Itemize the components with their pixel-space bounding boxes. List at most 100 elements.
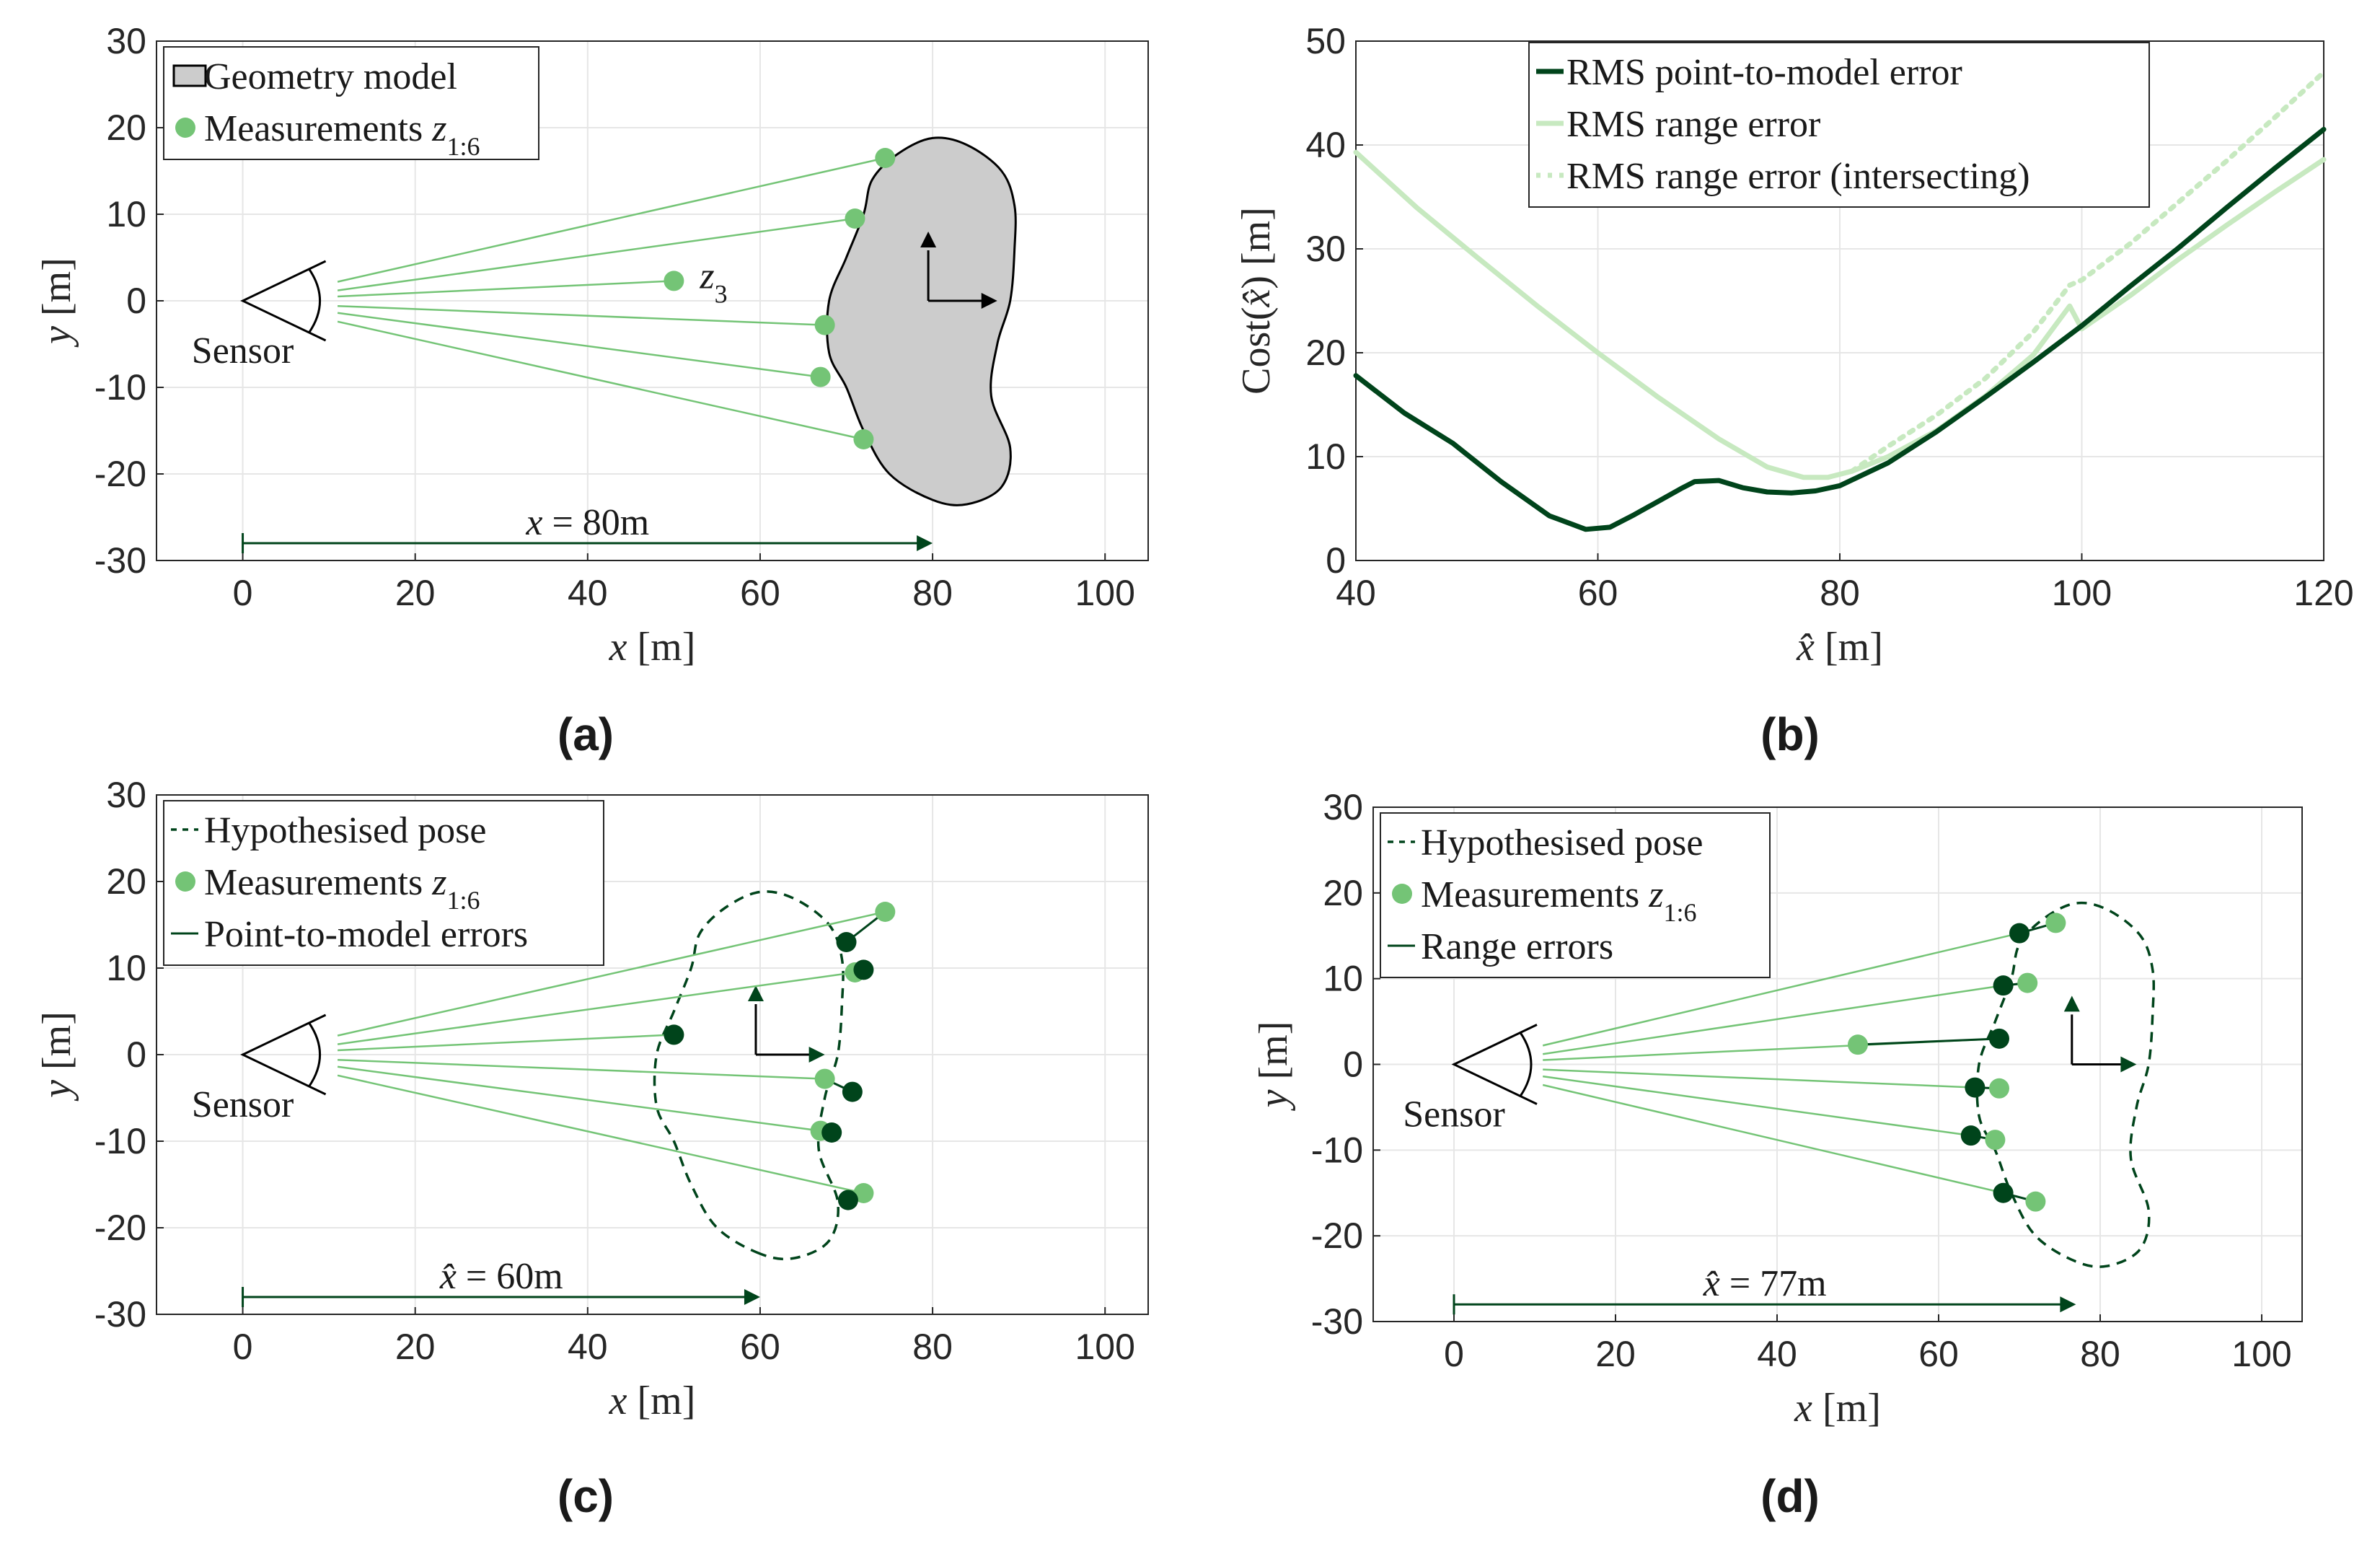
sensor-ray-c-4 [337, 1065, 821, 1132]
measurement-point-a-0 [875, 148, 896, 168]
measurement-point-d-0 [2045, 913, 2066, 933]
panel-d: (d) [1760, 1470, 1820, 1522]
xtick-label-a-4: 80 [912, 573, 953, 613]
series-line-0 [1353, 126, 2327, 532]
xlabel-a: x [m] [609, 625, 696, 669]
measurement-point-c-0 [875, 902, 896, 922]
sensor-label: Sensor [192, 1084, 294, 1125]
measurement-point-d-3 [1989, 1078, 2009, 1099]
xtick-label-b-3: 100 [2052, 573, 2112, 613]
ytick-label-d-1: 20 [1323, 873, 1363, 913]
xtick-label-a-1: 20 [395, 573, 436, 613]
distance-arrow-head [744, 1289, 760, 1305]
z3-label: z3 [699, 255, 727, 308]
xlabel-b: x̂ [m] [1796, 625, 1883, 669]
measurement-point-d-4 [1985, 1130, 2006, 1151]
distance-label: x̂ = 60m [439, 1256, 563, 1297]
sensor-ray-c-3 [338, 1058, 825, 1080]
legend-swatch-measurement-c [175, 871, 195, 892]
legend-entry-c-1: Measurements z1:6 [204, 862, 480, 915]
ytick-label-b-1: 40 [1305, 125, 1346, 165]
distance-label: x = 80m [525, 502, 649, 543]
sensor-ray-d-0 [1542, 932, 2020, 1047]
measurement-point-d-1 [2017, 972, 2038, 993]
hypothesised-pose-outline [653, 890, 845, 1261]
legend-entry-c-2: Point-to-model errors [204, 914, 528, 955]
ytick-label-d-5: -20 [1311, 1216, 1363, 1256]
ytick-label-c-0: 30 [106, 775, 146, 815]
panel-label-b: (b) [1760, 708, 1820, 760]
xtick-label-b-4: 120 [2293, 573, 2353, 613]
xtick-label-b-0: 40 [1336, 573, 1376, 613]
sensor-ray-c-5 [337, 1074, 864, 1195]
xlabel-d: x [m] [1794, 1386, 1881, 1430]
geometry-model-shape [826, 136, 1017, 506]
measurement-point-a-3 [814, 315, 835, 335]
error-segment-d-2 [1857, 1037, 2000, 1046]
model-point-d-4 [1960, 1125, 1981, 1146]
model-point-c-4 [821, 1122, 842, 1143]
xtick-label-d-1: 20 [1595, 1334, 1636, 1374]
xtick-label-a-2: 40 [568, 573, 608, 613]
xtick-label-c-4: 80 [912, 1327, 953, 1367]
ytick-label-b-4: 10 [1305, 436, 1346, 477]
distance-label: x̂ = 77m [1703, 1263, 1827, 1304]
model-point-c-5 [837, 1190, 858, 1210]
ytick-label-d-2: 10 [1323, 959, 1363, 999]
sensor-ray-a-4 [337, 312, 821, 378]
sensor-eye-icon [240, 260, 327, 342]
sensor-lens-icon [308, 268, 321, 333]
model-point-c-0 [836, 932, 857, 952]
ytick-label-d-0: 30 [1323, 787, 1363, 827]
legend-swatch-geometry [172, 64, 207, 87]
sensor-ray-a-0 [337, 157, 886, 283]
xtick-label-d-2: 40 [1757, 1334, 1797, 1374]
ylabel-c: y [m] [35, 1011, 79, 1102]
distance-arrow-head [917, 535, 933, 551]
legend-entry-d-1: Measurements z1:6 [1421, 874, 1697, 927]
legend-swatch-measurement-d [1392, 884, 1412, 904]
ytick-label-a-4: -10 [94, 367, 146, 408]
legend-entry-d-2: Range errors [1421, 926, 1613, 967]
series-line-1 [1353, 149, 2327, 480]
xtick-label-b-1: 60 [1578, 573, 1618, 613]
ytick-label-a-5: -20 [94, 454, 146, 494]
xtick-label-c-2: 40 [568, 1327, 608, 1367]
sensor-ray-d-4 [1543, 1075, 1971, 1137]
xtick-label-c-5: 100 [1075, 1327, 1134, 1367]
ytick-label-d-3: 0 [1343, 1045, 1363, 1085]
ytick-label-a-6: -30 [94, 540, 146, 581]
measurement-point-a-5 [853, 429, 874, 449]
xtick-label-d-3: 60 [1918, 1334, 1959, 1374]
pose-arrow-x [2120, 1056, 2137, 1073]
ytick-label-c-1: 20 [106, 861, 146, 902]
pose-arrow-x [808, 1047, 825, 1063]
xlabel-c: x [m] [609, 1379, 696, 1423]
sensor-lens-icon [1519, 1032, 1533, 1097]
measurement-point-c-5 [853, 1183, 874, 1203]
sensor-ray-a-1 [337, 217, 855, 291]
pose-arrow-y [920, 232, 937, 247]
xtick-label-a-5: 100 [1075, 573, 1134, 613]
xtick-label-d-4: 80 [2080, 1334, 2120, 1374]
sensor-ray-d-1 [1543, 984, 2004, 1055]
sensor-ray-a-5 [337, 320, 864, 441]
pose-arrow-y [747, 985, 764, 1001]
sensor-ray-c-1 [337, 971, 855, 1045]
legend-swatch-measurement-a [175, 118, 195, 138]
sensor-eye-icon [1451, 1024, 1538, 1105]
distance-arrow-head [2060, 1296, 2076, 1313]
ytick-label-a-3: 0 [126, 281, 146, 321]
measurement-point-c-3 [814, 1068, 835, 1089]
xtick-label-a-0: 0 [233, 573, 253, 613]
ytick-label-c-3: 0 [126, 1034, 146, 1075]
legend-box-b [1528, 42, 2150, 208]
panel-c: (c) [557, 1470, 614, 1522]
ylabel-b: Cost(x̂) [m] [1234, 207, 1279, 395]
ytick-label-a-0: 30 [106, 21, 146, 61]
legend-entry-c-0: Hypothesised pose [204, 810, 486, 851]
legend-entry-a-0: Geometry model [204, 56, 457, 97]
